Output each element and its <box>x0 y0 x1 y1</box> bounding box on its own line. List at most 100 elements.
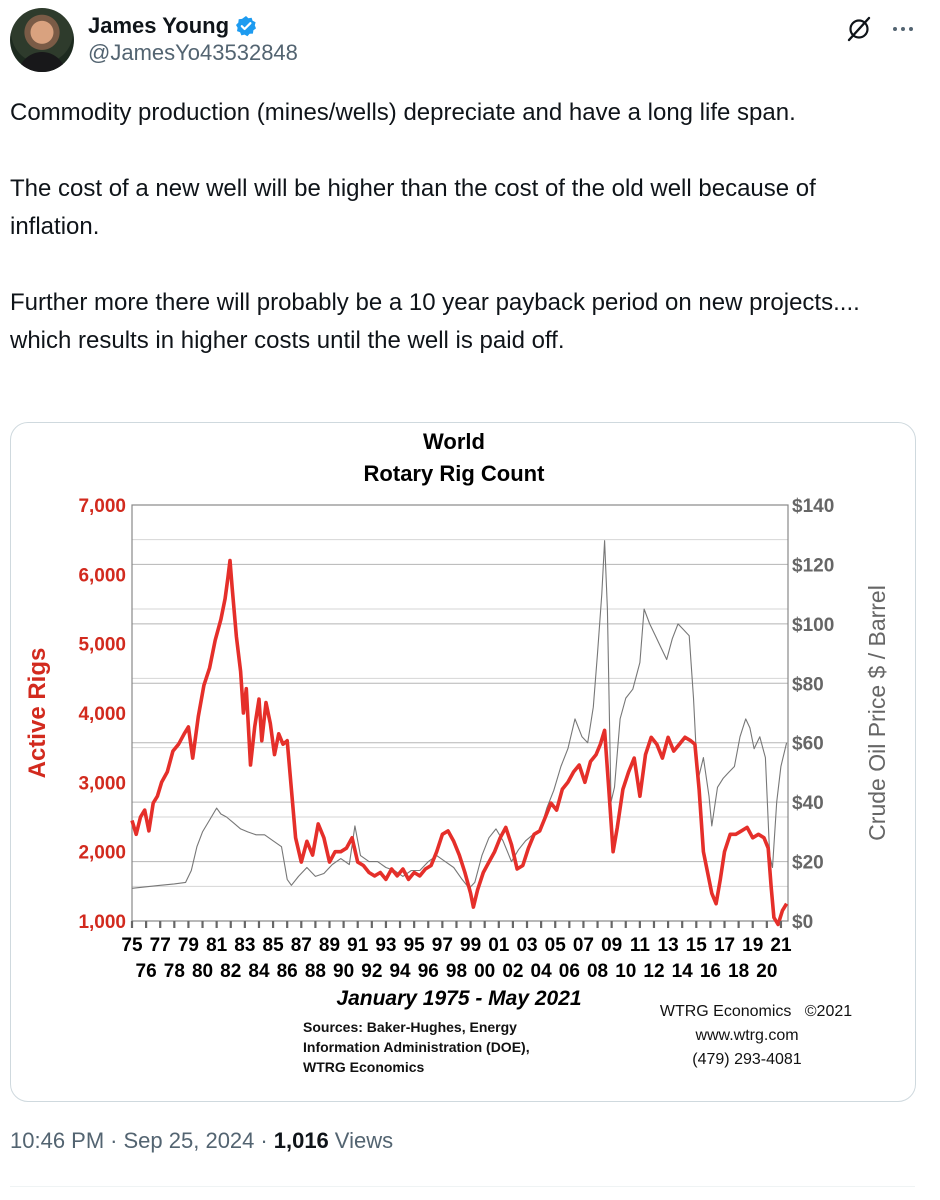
x-tick-label: 01 <box>488 935 510 956</box>
x-tick-label: 80 <box>192 961 213 982</box>
sources-line: WTRG Economics <box>303 1059 425 1075</box>
x-tick-label: 78 <box>164 961 185 982</box>
x-tick-label: 14 <box>672 961 694 982</box>
x-tick-label: 10 <box>615 961 636 982</box>
right-tick-label: $80 <box>792 674 824 695</box>
series-layer <box>130 540 789 927</box>
x-tick-label: 92 <box>361 961 382 982</box>
tweet-paragraph: The cost of a new well will be higher th… <box>10 175 816 240</box>
x-tick-label: 87 <box>291 935 312 956</box>
x-tick-label: 03 <box>516 935 537 956</box>
x-tick-label: 13 <box>658 935 679 956</box>
x-tick-label: 83 <box>234 935 255 956</box>
author-name-row: James Young <box>88 12 257 40</box>
author-handle[interactable]: @JamesYo43532848 <box>88 40 298 65</box>
right-tick-label: $0 <box>792 912 813 933</box>
right-tick-label: $120 <box>792 555 834 576</box>
axis-layer: 1,000 2,000 3,000 4,000 5,000 6,000 7,000 $0 $20… <box>78 496 834 982</box>
x-tick-label: 15 <box>686 935 708 956</box>
x-tick-label: 16 <box>700 961 721 982</box>
x-tick-label: 11 <box>630 935 651 956</box>
x-tick-label: 82 <box>220 961 241 982</box>
tweet-time[interactable]: 10:46 PM <box>10 1128 105 1153</box>
meta-separator: · <box>260 1128 268 1153</box>
more-icon[interactable] <box>888 14 918 44</box>
rig-count-chart: World Rotary Rig Count 1,000 2,000 3,000 4,… <box>24 429 890 1075</box>
x-tick-label: 79 <box>178 935 199 956</box>
avatar[interactable] <box>10 8 74 72</box>
x-tick-label: 96 <box>418 961 439 982</box>
divider <box>10 1186 915 1187</box>
tweet-date[interactable]: Sep 25, 2024 <box>123 1128 255 1153</box>
left-tick-label: 7,000 <box>78 496 126 517</box>
right-tick-label: $20 <box>792 853 824 874</box>
right-tick-label: $100 <box>792 615 834 636</box>
x-tick-label: 75 <box>121 935 143 956</box>
date-range-label: January 1975 - May 2021 <box>336 987 581 1010</box>
x-tick-label: 81 <box>206 935 228 956</box>
author-name[interactable]: James Young <box>88 13 230 38</box>
tweet-header: James Young @JamesYo43532848 <box>10 8 920 72</box>
left-tick-label: 5,000 <box>78 635 126 656</box>
x-tick-label: 02 <box>502 961 523 982</box>
x-tick-label: 12 <box>643 961 664 982</box>
chart-subtitle: Rotary Rig Count <box>364 461 546 486</box>
tweet-paragraph: Commodity production (mines/wells) depre… <box>10 99 796 126</box>
chart-image[interactable]: World Rotary Rig Count 1,000 2,000 3,000 4,… <box>10 422 916 1102</box>
left-tick-label: 1,000 <box>78 912 126 933</box>
right-tick-label: $140 <box>792 496 834 517</box>
left-tick-label: 4,000 <box>78 704 126 725</box>
x-tick-label: 88 <box>305 961 326 982</box>
right-axis-title: Crude Oil Price $ / Barrel <box>864 585 890 841</box>
tweet-text: Commodity production (mines/wells) depre… <box>10 94 910 360</box>
x-tick-label: 86 <box>277 961 298 982</box>
sources-line: Information Administration (DOE), <box>303 1039 530 1055</box>
plot-frame <box>131 504 789 922</box>
x-tick-label: 04 <box>531 961 553 982</box>
x-tick-label: 95 <box>404 935 426 956</box>
x-tick-label: 94 <box>389 961 411 982</box>
oil-price-line <box>131 540 788 889</box>
x-tick-label: 06 <box>559 961 580 982</box>
tweet-meta: 10:46 PM · Sep 25, 2024 · 1,016 Views <box>10 1128 393 1154</box>
credit-line: www.wtrg.com <box>694 1027 798 1044</box>
x-tick-label: 08 <box>587 961 608 982</box>
x-tick-label: 93 <box>375 935 396 956</box>
sources-line: Sources: Baker-Hughes, Energy <box>303 1019 517 1035</box>
x-tick-label: 18 <box>728 961 749 982</box>
x-tick-label: 17 <box>714 935 735 956</box>
right-tick-label: $40 <box>792 793 824 814</box>
verified-badge-icon <box>236 16 257 37</box>
x-tick-label: 84 <box>248 961 270 982</box>
x-tick-label: 21 <box>770 935 792 956</box>
rig-count-line <box>130 558 789 927</box>
x-tick-label: 99 <box>460 935 481 956</box>
left-tick-label: 6,000 <box>78 565 126 586</box>
x-tick-label: 89 <box>319 935 340 956</box>
meta-separator: · <box>110 1128 118 1153</box>
x-tick-label: 07 <box>573 935 594 956</box>
views-count: 1,016 <box>273 1128 329 1153</box>
views-label: Views <box>334 1128 394 1153</box>
left-tick-label: 3,000 <box>78 773 126 794</box>
x-tick-label: 97 <box>432 935 453 956</box>
x-tick-label: 05 <box>545 935 567 956</box>
x-tick-label: 76 <box>136 961 157 982</box>
x-tick-label: 90 <box>333 961 354 982</box>
credit-line: WTRG Economics ©2021 <box>660 1003 852 1020</box>
x-tick-label: 00 <box>474 961 495 982</box>
chart-title: World <box>423 429 485 454</box>
x-tick-label: 98 <box>446 961 467 982</box>
left-axis-title: Active Rigs <box>24 648 51 779</box>
x-tick-label: 20 <box>756 961 777 982</box>
x-tick-label: 85 <box>263 935 285 956</box>
x-tick-label: 77 <box>150 935 171 956</box>
left-tick-label: 2,000 <box>78 843 126 864</box>
credit-line: (479) 293-4081 <box>692 1051 802 1068</box>
x-tick-label: 09 <box>601 935 622 956</box>
grok-icon[interactable] <box>844 14 874 44</box>
x-tick-label: 19 <box>742 935 763 956</box>
x-tick-label: 91 <box>347 935 369 956</box>
right-tick-label: $60 <box>792 734 824 755</box>
tweet-paragraph: Further more there will probably be a 10… <box>10 289 860 354</box>
